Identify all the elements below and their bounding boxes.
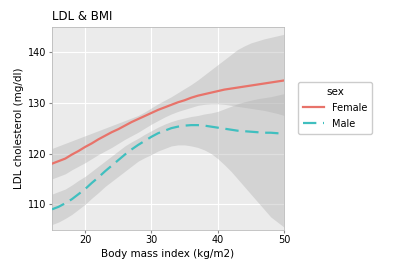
Legend: Female, Male: Female, Male (298, 82, 372, 134)
Y-axis label: LDL cholesterol (mg/dl): LDL cholesterol (mg/dl) (14, 67, 24, 189)
Text: LDL & BMI: LDL & BMI (52, 10, 112, 23)
X-axis label: Body mass index (kg/m2): Body mass index (kg/m2) (102, 249, 234, 259)
